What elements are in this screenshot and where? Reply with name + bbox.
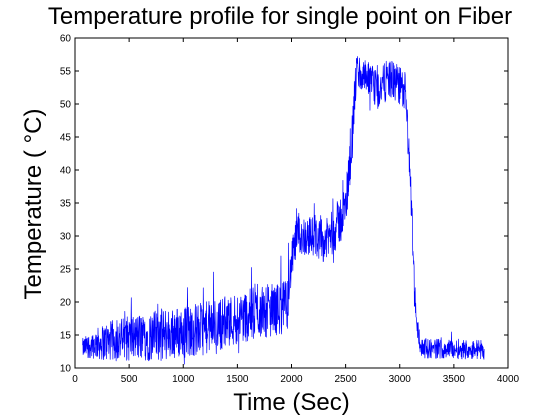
y-tick-label: 55 xyxy=(60,67,72,78)
y-tick-label: 60 xyxy=(60,34,72,45)
y-tick-label: 30 xyxy=(60,232,72,243)
y-tick-label: 10 xyxy=(60,364,72,375)
y-axis-label: Temperature ( °C) xyxy=(20,108,47,300)
x-tick-label: 2500 xyxy=(335,374,358,385)
x-tick-label: 1000 xyxy=(172,374,195,385)
y-tick-label: 35 xyxy=(60,199,72,210)
y-tick-label: 15 xyxy=(60,331,72,342)
series-line-0 xyxy=(82,56,485,365)
y-tick-label: 45 xyxy=(60,133,72,144)
y-tick-label: 25 xyxy=(60,265,72,276)
x-tick-label: 1500 xyxy=(226,374,249,385)
y-tick-label: 20 xyxy=(60,298,72,309)
x-tick-label: 500 xyxy=(121,374,138,385)
x-tick-label: 3500 xyxy=(443,374,466,385)
axes-layer: 0 500 1000 1500 2000 2500 3000 3500 4000 10 15 20 25… xyxy=(60,34,520,386)
x-tick-label: 2000 xyxy=(280,374,303,385)
x-tick-label: 3000 xyxy=(389,374,412,385)
y-tick-label: 40 xyxy=(60,166,72,177)
y-tick-label: 50 xyxy=(60,100,72,111)
x-tick-label: 4000 xyxy=(497,374,520,385)
x-axis-label: Time (Sec) xyxy=(233,389,350,416)
x-tick-label: 0 xyxy=(72,374,78,385)
chart-title: Temperature profile for single point on … xyxy=(47,3,513,30)
series-layer xyxy=(82,56,485,365)
